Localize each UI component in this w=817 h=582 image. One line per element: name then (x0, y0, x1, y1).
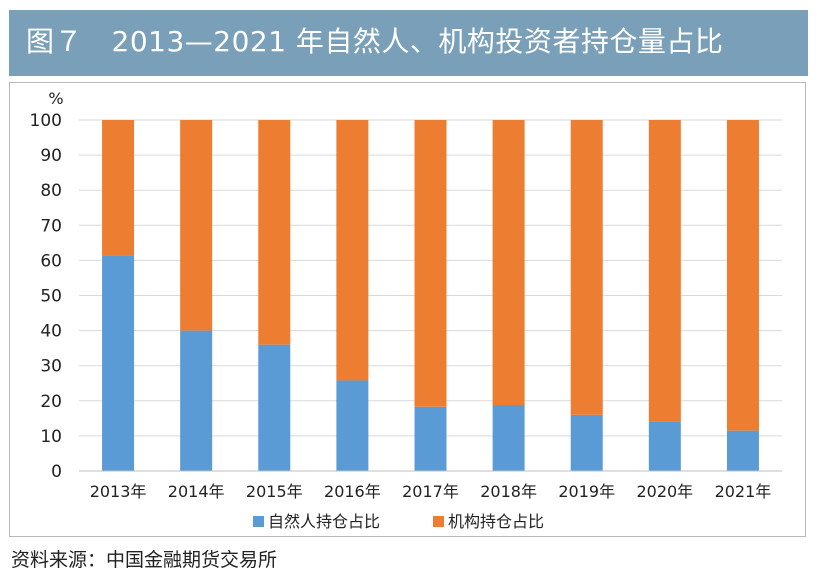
x-tick-label: 2018年 (480, 482, 537, 501)
bar-institution (102, 120, 135, 256)
x-tick-label: 2020年 (636, 482, 693, 501)
bar-natural-person (570, 414, 603, 471)
legend-swatch-natural-person (253, 516, 264, 527)
bar-institution (336, 120, 369, 381)
y-tick-label: 10 (40, 427, 62, 447)
y-tick-label: 90 (40, 146, 62, 166)
source-note: 资料来源：中国金融期货交易所 (11, 549, 278, 571)
bar-institution (180, 120, 213, 331)
bar-institution (726, 120, 759, 431)
bar-natural-person (492, 405, 525, 471)
y-tick-label: 80 (40, 181, 62, 201)
legend-swatch-institution (433, 516, 444, 527)
x-tick-label: 2016年 (324, 482, 381, 501)
bar-natural-person (258, 344, 291, 471)
bar-natural-person (336, 380, 369, 471)
chart-title: 图７ 2013—2021 年自然人、机构投资者持仓量占比 (26, 25, 724, 58)
bar-natural-person (180, 330, 213, 471)
x-tick-label: 2013年 (90, 482, 147, 501)
bar-natural-person (102, 255, 135, 471)
bar-institution (648, 120, 681, 422)
y-tick-label: 100 (30, 111, 62, 131)
legend-label-natural-person: 自然人持仓占比 (268, 512, 380, 531)
title-bar: 图７ 2013—2021 年自然人、机构投资者持仓量占比 (9, 10, 808, 76)
bar-institution (258, 120, 291, 345)
bar-institution (414, 120, 447, 407)
x-tick-label: 2015年 (246, 482, 303, 501)
bar-institution (570, 120, 603, 415)
x-tick-label: 2017年 (402, 482, 459, 501)
y-tick-label: 0 (51, 462, 62, 482)
y-tick-label: 60 (40, 251, 62, 271)
bar-natural-person (726, 430, 759, 471)
bar-natural-person (414, 406, 447, 471)
y-tick-label: 40 (40, 322, 62, 342)
y-tick-label: 20 (40, 392, 62, 412)
y-tick-label: 50 (40, 287, 62, 307)
y-unit-label: % (48, 89, 63, 108)
x-tick-label: 2019年 (558, 482, 615, 501)
bar-natural-person (648, 421, 681, 471)
y-tick-label: 70 (40, 216, 62, 236)
y-tick-label: 30 (40, 357, 62, 377)
x-tick-label: 2021年 (715, 482, 772, 501)
bar-institution (492, 120, 525, 406)
legend-label-institution: 机构持仓占比 (448, 512, 544, 531)
x-tick-label: 2014年 (168, 482, 225, 501)
